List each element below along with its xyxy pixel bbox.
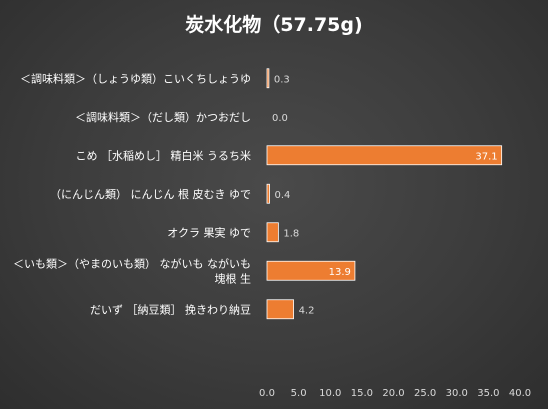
x-tick-label: 5.0 <box>291 388 307 399</box>
bar-value-label: 0.3 <box>274 74 290 85</box>
x-tick-label: 15.0 <box>351 388 373 399</box>
bar <box>266 299 294 320</box>
bar-value-label: 4.2 <box>299 305 315 316</box>
category-label: ＜調味料類＞（しょうゆ類）こいくちしょうゆ <box>20 71 251 85</box>
bars-layer <box>266 68 503 320</box>
bar <box>266 145 503 166</box>
category-label: （にんじん類） にんじん 根 皮むき ゆで <box>50 187 251 201</box>
bar-value-label: 1.8 <box>283 228 299 239</box>
x-tick-label: 0.0 <box>259 388 275 399</box>
bar <box>266 222 279 243</box>
x-tick-label: 35.0 <box>477 388 499 399</box>
bar-value-label: 13.9 <box>329 267 351 278</box>
x-tick-label: 40.0 <box>509 388 531 399</box>
category-label: こめ ［水稲めし］ 精白米 うるち米 <box>76 148 252 162</box>
x-tick-label: 10.0 <box>319 388 341 399</box>
bar-value-label: 37.1 <box>475 151 497 162</box>
category-label: ＜いも類＞（やまのいも類） ながいも ながいも <box>13 256 251 270</box>
x-tick-label: 20.0 <box>382 388 404 399</box>
bar <box>266 183 270 204</box>
x-tick-label: 30.0 <box>446 388 468 399</box>
bar <box>266 68 270 89</box>
category-label: 塊根 生 <box>215 271 252 285</box>
x-axis-ticks-layer: 0.0 5.0 10.0 15.0 20.0 25.0 30.0 35.0 40.0 <box>259 388 531 399</box>
bar-value-label: 0.4 <box>275 190 291 201</box>
bar <box>266 260 356 281</box>
category-label: だいず ［納豆類］ 挽きわり納豆 <box>90 302 251 316</box>
x-tick-label: 25.0 <box>414 388 436 399</box>
category-label: オクラ 果実 ゆで <box>167 225 251 239</box>
category-label: ＜調味料類＞（だし類）かつおだし <box>75 110 251 124</box>
chart-title: 炭水化物（57.75g) <box>185 13 362 36</box>
bar-value-label: 0.0 <box>272 113 288 124</box>
category-labels-layer: 0.3 ＜調味料類＞（しょうゆ類）こいくちしょうゆ 0.0 ＜調味料類＞（だし類）かつ… <box>13 71 498 316</box>
